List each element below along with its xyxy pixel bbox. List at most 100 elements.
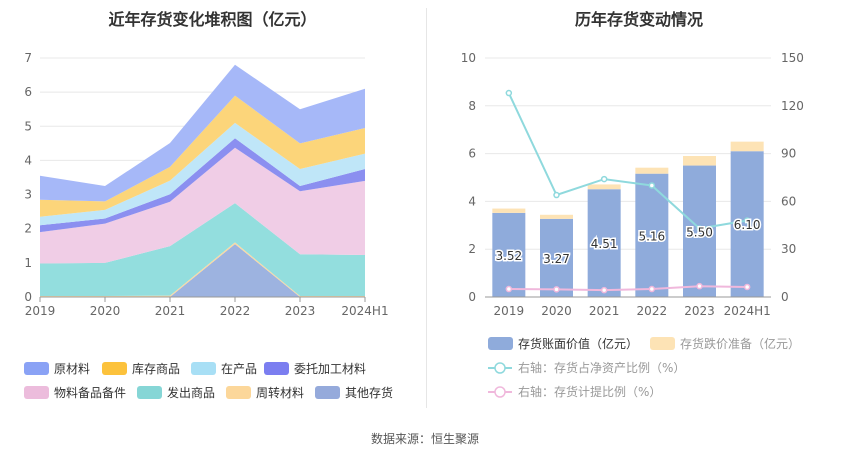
area-series-其他存货 (40, 244, 365, 297)
legend-swatch-库存商品 (102, 362, 127, 375)
x-tick-label: 2021 (155, 304, 186, 318)
y-tick-label: 0 (468, 290, 476, 304)
y-tick-label: 3 (24, 188, 32, 202)
y-tick-label: 10 (461, 51, 476, 65)
legend-label-库存商品: 库存商品 (132, 361, 180, 376)
x-tick-label: 2024H1 (341, 304, 388, 318)
line-point (600, 175, 608, 183)
bar-impairment (492, 208, 526, 213)
stacked-area-chart-panel: 近年存货变化堆积图（亿元） 0 1 2 3 4 5 6 7 2019 2020 2021 2022 20… (0, 0, 425, 420)
bar-impairment (635, 167, 669, 174)
bar-book-value (730, 151, 764, 297)
legend-marker-1 (494, 386, 506, 398)
y-tick-label: 7 (24, 51, 32, 65)
line-point (553, 286, 560, 293)
bar-data-label: 3.27 (543, 252, 570, 266)
bar-book-value (540, 218, 573, 297)
y-tick-label: 1 (24, 256, 32, 270)
x-tick-label: 2020 (90, 304, 121, 318)
y2-tick-label: 150 (781, 51, 804, 65)
line-point (505, 89, 513, 97)
bar-impairment (587, 184, 621, 190)
area-series-发出商品 (40, 203, 365, 296)
y2-tick-label: 0 (781, 290, 789, 304)
line-point (505, 285, 513, 293)
legend-swatch-book-value (488, 337, 513, 350)
area-series-物料备品备件 (40, 147, 365, 264)
line-series-1 (508, 285, 748, 292)
x-tick-label: 2022 (637, 304, 668, 318)
bar-book-value (587, 189, 621, 297)
y-tick-label: 5 (24, 119, 32, 133)
x-tick-label: 2023 (285, 304, 316, 318)
y2-tick-label: 120 (781, 99, 804, 113)
x-tick-label: 2021 (589, 304, 620, 318)
area-series-委托加工材料 (40, 138, 365, 233)
legend-swatch-周转材料 (226, 386, 251, 399)
data-source-note: 数据来源：恒生聚源 (370, 432, 479, 446)
x-tick-label: 2023 (684, 304, 715, 318)
x-tick-label: 2022 (220, 304, 251, 318)
area-series-周转材料 (40, 242, 365, 297)
legend-swatch-委托加工材料 (264, 362, 289, 375)
legend-label-line-1: 右轴：存货计提比例（%） (518, 384, 661, 399)
y-tick-label: 6 (24, 85, 32, 99)
legend-swatch-发出商品 (137, 386, 162, 399)
y-tick-label: 2 (468, 242, 476, 256)
legend-label-line-0: 右轴：存货占净资产比例（%） (518, 360, 685, 375)
x-tick-label: 2019 (25, 304, 56, 318)
legend-label-委托加工材料: 委托加工材料 (294, 362, 366, 376)
legend-label-impairment: 存货跌价准备（亿元） (680, 336, 800, 351)
legend-swatch-原材料 (24, 362, 49, 375)
line-point (648, 182, 656, 189)
bar-data-label: 3.52 (495, 249, 522, 263)
legend-swatch-impairment (650, 337, 675, 350)
line-series-0 (507, 92, 748, 230)
bar-data-label: 5.16 (638, 229, 665, 243)
legend-label-book-value: 存货账面价值（亿元） (518, 336, 638, 351)
left-chart-title: 近年存货变化堆积图（亿元） (108, 10, 317, 29)
line-point (696, 225, 703, 232)
legend-marker-0 (494, 362, 506, 374)
legend-label-其他存货: 其他存货 (345, 385, 393, 400)
panel-divider (426, 8, 427, 408)
bar-line-chart-panel: 历年存货变动情况 0 2 4 6 8 10 0 30 60 90 120 150 2019 2020 202… (428, 0, 850, 420)
bar-impairment (683, 155, 716, 166)
legend-label-原材料: 原材料 (54, 362, 90, 376)
y-tick-label: 0 (24, 290, 32, 304)
legend-label-周转材料: 周转材料 (256, 385, 304, 400)
line-point (696, 282, 703, 290)
bar-impairment (540, 214, 573, 219)
area-series-在产品 (40, 122, 365, 226)
legend-label-发出商品: 发出商品 (167, 385, 215, 400)
y-tick-label: 4 (24, 153, 32, 167)
right-chart-title: 历年存货变动情况 (574, 10, 703, 29)
y-tick-label: 8 (468, 99, 476, 113)
bar-data-label: 4.51 (591, 237, 618, 251)
legend-swatch-在产品 (191, 362, 216, 375)
stacked-area-chart: 0 1 2 3 4 5 6 7 2019 2020 2021 2022 2023 2024H1 原材料 库存商… (24, 51, 393, 400)
line-point (553, 191, 560, 199)
bar-book-value (492, 212, 526, 297)
legend-label-物料备品备件: 物料备品备件 (54, 386, 126, 400)
y-tick-label: 6 (468, 147, 476, 161)
x-tick-label: 2020 (541, 304, 572, 318)
x-tick-label: 2024H1 (724, 304, 771, 318)
legend-swatch-物料备品备件 (24, 386, 49, 399)
area-series-原材料 (40, 64, 365, 202)
y2-tick-label: 60 (781, 194, 796, 208)
bar-impairment (730, 141, 764, 152)
y2-tick-label: 30 (781, 242, 796, 256)
x-tick-label: 2019 (494, 304, 525, 318)
legend-label-在产品: 在产品 (221, 362, 257, 376)
bar-data-label: 6.10 (734, 218, 761, 232)
y-tick-label: 2 (24, 222, 32, 236)
line-point (743, 217, 751, 224)
bar-line-chart: 0 2 4 6 8 10 0 30 60 90 120 150 2019 2020 2021 2022 2023… (461, 51, 804, 399)
y-tick-label: 4 (468, 194, 476, 208)
line-point (648, 285, 656, 293)
legend-swatch-其他存货 (315, 386, 340, 399)
line-point (600, 286, 608, 294)
area-series-库存商品 (40, 95, 365, 217)
bar-data-label: 5.50 (686, 225, 713, 239)
